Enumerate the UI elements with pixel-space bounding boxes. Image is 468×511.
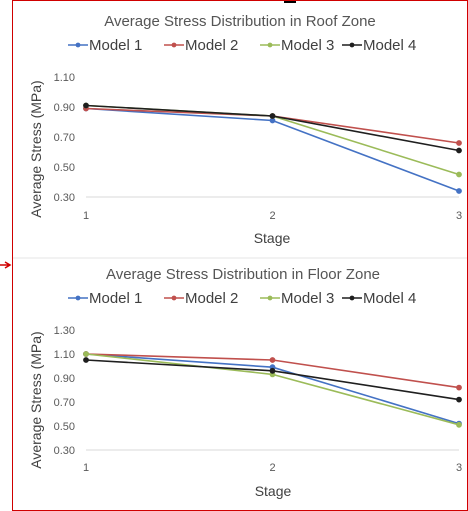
data-point [456,188,462,194]
figure-frame [12,0,468,511]
legend-label: Model 4 [363,290,416,307]
legend-marker [75,42,81,48]
y-tick-label: 0.90 [54,373,75,385]
y-axis-title: Average Stress (MPa) [28,80,44,217]
data-point [83,351,89,357]
x-tick-label: 2 [269,462,275,474]
y-tick-label: 0.50 [54,421,75,433]
data-point [83,357,89,363]
data-point [269,113,276,119]
data-point [456,171,462,178]
legend-label: Model 1 [89,37,142,54]
legend-marker [75,295,81,301]
y-tick-label: 1.30 [54,325,75,337]
frame-arrow-icon [0,261,12,269]
roof-zone-chart: Average Stress Distribution in Roof Zone… [28,13,462,246]
x-tick-label: 3 [456,210,462,222]
x-tick-label: 2 [269,210,275,222]
data-point [269,367,276,374]
data-point [456,384,462,391]
y-tick-label: 0.30 [54,445,75,457]
data-point [456,421,462,428]
legend-label: Model 2 [185,290,238,307]
legend-label: Model 1 [89,290,142,307]
x-tick-label: 1 [83,210,89,222]
legend-label: Model 2 [185,37,238,54]
y-tick-label: 0.30 [54,192,75,204]
legend-marker [349,42,355,48]
x-tick-label: 1 [83,462,89,474]
y-tick-label: 1.10 [54,349,75,361]
plot-area: 0.30 0.50 0.70 0.90 1.10 1 2 3 [54,72,462,222]
data-point [456,396,462,403]
y-tick-label: 0.90 [54,102,75,114]
x-tick-label: 3 [456,462,462,474]
plot-area: 0.30 0.50 0.70 0.90 1.10 1.30 1 2 3 [54,325,462,474]
x-axis-title: Stage [254,230,291,246]
legend-marker [349,295,355,301]
y-tick-label: 0.70 [54,132,75,144]
y-tick-label: 0.50 [54,162,75,174]
floor-zone-chart: Average Stress Distribution in Floor Zon… [28,266,462,499]
legend: Model 1 Model 2 Model 3 Model 4 [68,37,416,54]
legend-marker [267,42,273,48]
legend-marker [171,42,177,48]
data-point [456,147,462,154]
legend-label: Model 3 [281,37,334,54]
y-tick-label: 0.70 [54,397,75,409]
legend-marker [171,295,177,301]
y-axis-title: Average Stress (MPa) [28,331,44,468]
y-tick-label: 1.10 [54,72,75,84]
legend-label: Model 4 [363,37,416,54]
legend-label: Model 3 [281,290,334,307]
chart-title: Average Stress Distribution in Floor Zon… [106,266,380,283]
legend: Model 1 Model 2 Model 3 Model 4 [68,290,416,307]
data-point [83,102,89,109]
chart-title: Average Stress Distribution in Roof Zone [104,13,376,30]
x-axis-title: Stage [255,483,292,499]
legend-marker [267,295,273,301]
data-point [269,357,276,363]
data-point [456,140,462,146]
